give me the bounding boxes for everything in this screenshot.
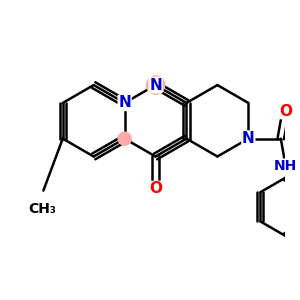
Circle shape — [118, 132, 131, 145]
Text: O: O — [279, 103, 292, 118]
Text: NH: NH — [274, 159, 297, 173]
Text: N: N — [242, 131, 255, 146]
Text: N: N — [149, 78, 162, 93]
Text: O: O — [149, 182, 162, 196]
Text: N: N — [118, 95, 131, 110]
Text: CH₃: CH₃ — [28, 202, 56, 216]
Circle shape — [146, 76, 165, 94]
